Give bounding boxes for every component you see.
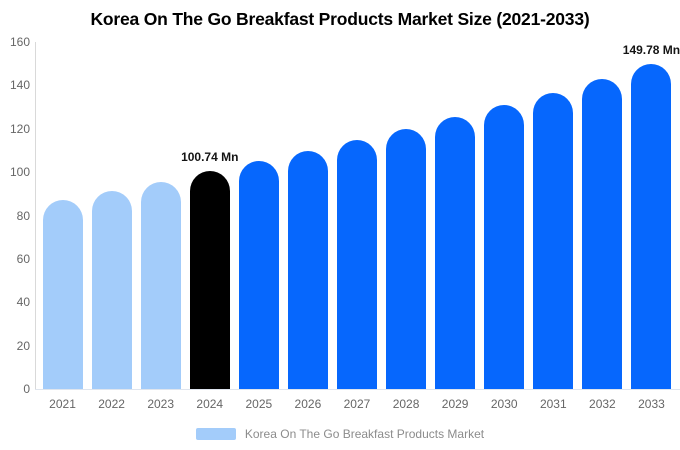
bar-2031 <box>533 92 574 389</box>
bar-2021 <box>42 200 83 389</box>
bar-2027 <box>337 140 377 389</box>
value-label-2033: 149.78 Mn <box>622 43 680 58</box>
legend-label: Korea On The Go Breakfast Products Marke… <box>244 427 485 441</box>
y-tick-label: 120 <box>9 121 30 136</box>
y-tick-label: 60 <box>16 251 30 266</box>
y-tick-label: 80 <box>16 208 30 223</box>
x-tick-label: 2025 <box>245 397 273 411</box>
y-tick-label: 140 <box>9 78 30 93</box>
legend-swatch <box>195 428 236 440</box>
x-tick-label: 2026 <box>294 397 322 411</box>
x-tick-label: 2024 <box>196 397 224 411</box>
x-tick-label: 2030 <box>490 397 518 411</box>
y-axis-line <box>35 42 36 389</box>
x-tick-label: 2028 <box>392 397 420 411</box>
x-tick-label: 2032 <box>589 397 616 411</box>
bar-2032 <box>582 79 623 389</box>
x-tick-label: 2027 <box>343 397 371 411</box>
x-tick-label: 2033 <box>638 397 665 411</box>
y-tick-label: 160 <box>9 35 30 49</box>
value-label-2024: 100.74 Mn <box>181 149 239 164</box>
bar-2023 <box>140 181 181 389</box>
y-tick-label: 40 <box>16 295 30 310</box>
chart-title: Korea On The Go Breakfast Products Marke… <box>90 9 590 29</box>
x-tick-label: 2021 <box>49 397 76 411</box>
bar-2029 <box>435 117 476 389</box>
bar-2025 <box>238 161 279 389</box>
x-tick-label: 2029 <box>441 397 469 411</box>
bar-2024 <box>189 170 230 389</box>
bar-2030 <box>484 105 525 389</box>
x-tick-label: 2022 <box>98 397 125 411</box>
bar-2028 <box>386 129 427 389</box>
y-tick-label: 100 <box>9 165 30 180</box>
y-tick-label: 20 <box>16 338 30 353</box>
y-tick-label: 0 <box>23 382 30 396</box>
x-axis-baseline <box>35 389 680 390</box>
x-tick-label: 2023 <box>147 397 175 411</box>
bar-2026 <box>287 151 328 389</box>
bar-2033 <box>631 64 672 389</box>
legend: Korea On The Go Breakfast Products Marke… <box>0 427 680 441</box>
x-tick-label: 2031 <box>539 397 567 411</box>
bar-2022 <box>91 191 132 389</box>
